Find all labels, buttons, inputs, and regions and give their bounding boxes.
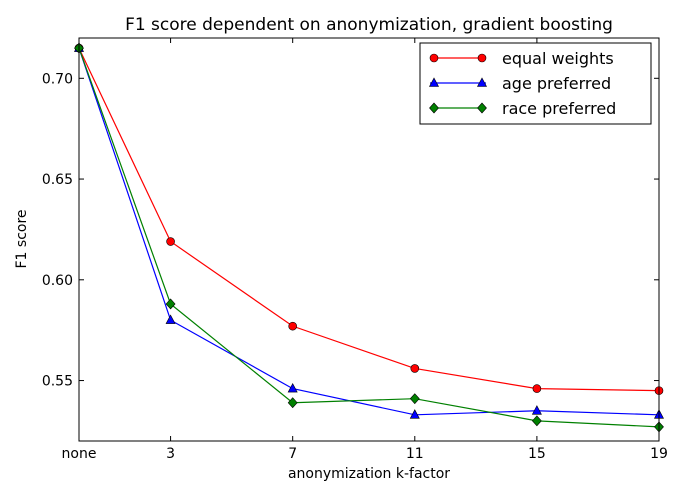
y-tick-label: 0.60 xyxy=(42,273,73,289)
legend-label-0: equal weights xyxy=(502,49,614,68)
plot-area xyxy=(74,37,664,442)
y-tick-label: 0.55 xyxy=(42,374,73,390)
data-point-1-4 xyxy=(531,405,542,415)
legend-marker-start-1 xyxy=(429,77,439,87)
x-tick-label: none xyxy=(62,446,97,462)
x-axis-label: anonymization k-factor xyxy=(288,466,450,482)
legend-label-2: race preferred xyxy=(502,99,616,118)
legend-marker-end-2 xyxy=(477,102,487,114)
data-point-1-3 xyxy=(409,409,420,419)
data-point-0-3 xyxy=(410,364,420,373)
y-axis-ticks: 0.55 0.60 0.65 0.70 xyxy=(42,71,659,390)
data-point-2-3 xyxy=(409,393,420,405)
y-axis-label: F1 score xyxy=(14,209,30,268)
x-tick-label: 19 xyxy=(650,446,668,462)
data-point-0-2 xyxy=(288,321,297,331)
legend-marker-end-0 xyxy=(477,53,487,63)
plot-frame xyxy=(78,37,660,442)
legend-marker-end-1 xyxy=(477,77,487,87)
series-line-0 xyxy=(78,47,660,392)
data-point-1-2 xyxy=(287,382,298,393)
x-tick-label: 7 xyxy=(288,446,297,462)
data-point-2-2 xyxy=(287,397,298,409)
data-point-2-1 xyxy=(165,298,176,310)
data-point-2-4 xyxy=(531,415,542,427)
data-point-0-1 xyxy=(166,237,175,246)
series-line-1 xyxy=(78,47,660,416)
y-tick-label: 0.70 xyxy=(42,71,73,87)
x-tick-label: 11 xyxy=(406,446,424,462)
chart-title: F1 score dependent on anonymization, gra… xyxy=(125,15,613,35)
data-point-0-4 xyxy=(532,384,542,393)
legend-label-1: age preferred xyxy=(502,74,611,93)
legend-marker-start-0 xyxy=(429,53,439,63)
x-tick-label: 3 xyxy=(166,446,175,462)
x-tick-label: 15 xyxy=(528,446,546,462)
series-line-2 xyxy=(78,47,660,428)
x-axis-ticks: none 3 7 11 15 19 xyxy=(62,38,668,462)
legend-marker-start-2 xyxy=(429,102,439,114)
legend: equal weights age preferred race preferred xyxy=(419,42,652,125)
y-tick-label: 0.65 xyxy=(42,172,73,188)
data-point-1-1 xyxy=(165,314,176,324)
